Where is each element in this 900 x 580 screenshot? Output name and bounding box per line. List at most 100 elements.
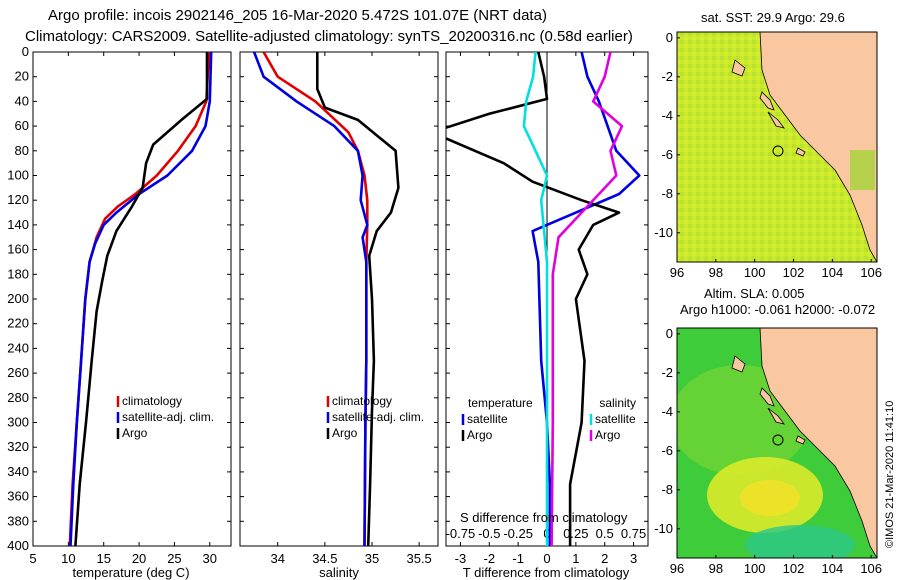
map-x-tick-label: 102 xyxy=(783,561,805,576)
s-diff-tick-label: 0.25 xyxy=(563,526,588,541)
map-x-tick-label: 100 xyxy=(744,265,766,280)
map-y-tick-label: -6 xyxy=(661,443,673,458)
sla-island-1 xyxy=(731,355,746,373)
sst-island-3 xyxy=(767,111,785,129)
y-tick-label: 320 xyxy=(7,439,29,454)
legend-label: Argo xyxy=(467,428,493,442)
x-tick-label: -3 xyxy=(455,551,467,566)
sst-island-2 xyxy=(759,91,775,111)
salinity-ticks: 34 34.5 35 35.5 xyxy=(240,51,438,566)
map-x-tick-label: 106 xyxy=(860,265,882,280)
y-tick-label: 400 xyxy=(7,538,29,553)
sst-land-sumatra xyxy=(759,32,877,262)
s-diff-tick-label: -0.5 xyxy=(478,526,500,541)
legend-label: satellite-adj. clim. xyxy=(122,410,214,424)
map-y-tick-label: 0 xyxy=(666,326,673,341)
map-x-tick-label: 98 xyxy=(709,561,723,576)
s-diff-tick-label: 0.5 xyxy=(596,526,614,541)
y-tick-label: 280 xyxy=(7,390,29,405)
sla-low xyxy=(745,525,855,558)
y-tick-label: 80 xyxy=(15,143,29,158)
sla-map-title-1: Altim. SLA: 0.005 xyxy=(704,286,804,301)
legend-label: satellite xyxy=(467,412,508,426)
sla-island-3 xyxy=(767,407,785,425)
map-x-tick-label: 100 xyxy=(744,561,766,576)
x-tick-label: 1 xyxy=(572,551,579,566)
salinity-panel: 34 34.5 35 35.5 climatology satellite-adj. c… xyxy=(239,51,439,580)
series-line-satellite-adj-clim- xyxy=(252,52,369,546)
legend-title-temperature: temperature xyxy=(468,396,533,410)
sst-cool-patch xyxy=(850,150,875,190)
sst-argo-marker xyxy=(772,145,784,157)
map-y-tick-label: -4 xyxy=(661,404,673,419)
s-diff-tick-label: 0.75 xyxy=(621,526,646,541)
x-tick-label: 15 xyxy=(96,551,110,566)
temperature-legend: climatology satellite-adj. clim. Argo xyxy=(116,394,214,440)
map-x-tick-label: 104 xyxy=(821,561,843,576)
map-x-tick-label: 96 xyxy=(670,561,684,576)
sla-island-4 xyxy=(795,435,806,445)
x-tick-label: 34 xyxy=(270,551,284,566)
salinity-legend: climatology satellite-adj. clim. Argo xyxy=(326,394,424,440)
map-y-tick-label: -8 xyxy=(661,186,673,201)
legend-label: Argo xyxy=(332,426,358,440)
temperature-lines xyxy=(68,52,213,546)
y-tick-label: 240 xyxy=(7,340,29,355)
x-tick-label: 5 xyxy=(29,551,36,566)
series-line-satellite-adj-clim- xyxy=(69,52,213,546)
y-tick-label: 100 xyxy=(7,168,29,183)
y-tick-label: 60 xyxy=(15,118,29,133)
y-tick-label: 120 xyxy=(7,192,29,207)
difference-ticks: -3 -2 -1 0 1 2 3-0.75 -0.5 -0.25 0 0.25 0.5 0.75 xyxy=(446,51,648,566)
s-diff-tick-label: -0.25 xyxy=(503,526,533,541)
salinity-plot-frame xyxy=(239,51,439,547)
sla-map-title-2: Argo h1000: -0.061 h2000: -0.072 xyxy=(680,302,875,317)
x-tick-label: 0 xyxy=(543,551,550,566)
y-tick-label: 200 xyxy=(7,291,29,306)
main-title-line-2: Climatology: CARS2009. Satellite-adjuste… xyxy=(25,28,633,45)
series-line-s-satellite xyxy=(522,52,549,546)
x-tick-label: -2 xyxy=(484,551,496,566)
legend-label: Argo xyxy=(595,428,621,442)
y-tick-label: 340 xyxy=(7,464,29,479)
series-line-argo xyxy=(74,52,209,546)
salinity-lines xyxy=(252,52,400,546)
legend-label: satellite xyxy=(595,412,636,426)
x-tick-label: 2 xyxy=(601,551,608,566)
y-tick-label: 40 xyxy=(15,93,29,108)
temperature-panel: 0 20 40 60 80 100 120 140 160 180 200 220 240 260 280 3… xyxy=(7,44,232,580)
series-line-argo xyxy=(315,52,400,546)
main-title-line-1: Argo profile: incois 2902146_205 16-Mar-… xyxy=(48,7,547,24)
difference-lines xyxy=(446,52,641,546)
legend-label: climatology xyxy=(332,394,392,408)
series-line-s-argo xyxy=(550,52,624,546)
legend-label: Argo xyxy=(122,426,148,440)
map-y-tick-label: -10 xyxy=(654,225,673,240)
map-x-tick-label: 102 xyxy=(783,265,805,280)
map-y-tick-label: -10 xyxy=(654,521,673,536)
difference-top-label: S difference from climatology xyxy=(460,510,628,525)
y-tick-label: 220 xyxy=(7,316,29,331)
map-y-tick-label: -6 xyxy=(661,147,673,162)
sla-island-2 xyxy=(759,387,775,407)
sla-map-image xyxy=(677,328,877,558)
x-tick-label: 34.5 xyxy=(312,551,337,566)
map-y-tick-label: 0 xyxy=(666,30,673,45)
x-tick-label: -1 xyxy=(512,551,524,566)
y-tick-label: 20 xyxy=(15,69,29,84)
sla-land-sumatra xyxy=(759,328,877,558)
difference-xlabel: T difference from climatology xyxy=(463,565,630,580)
s-diff-tick-label: -0.75 xyxy=(446,526,476,541)
temperature-plot-frame xyxy=(32,51,232,547)
difference-panel: -3 -2 -1 0 1 2 3-0.75 -0.5 -0.25 0 0.25 0.5 0.75 tem… xyxy=(445,51,649,580)
sst-map-ticks: 96 98 100 102 104 106 0 -2 -4 -6 -8 -10 xyxy=(654,30,882,280)
map-y-tick-label: -4 xyxy=(661,108,673,123)
y-tick-label: 360 xyxy=(7,489,29,504)
y-tick-label: 140 xyxy=(7,217,29,232)
x-tick-label: 25 xyxy=(167,551,181,566)
map-y-tick-label: -2 xyxy=(661,69,673,84)
sla-map-frame xyxy=(676,327,878,559)
temperature-xlabel: temperature (deg C) xyxy=(72,565,189,580)
x-tick-label: 20 xyxy=(132,551,146,566)
sst-island-1 xyxy=(731,59,746,77)
